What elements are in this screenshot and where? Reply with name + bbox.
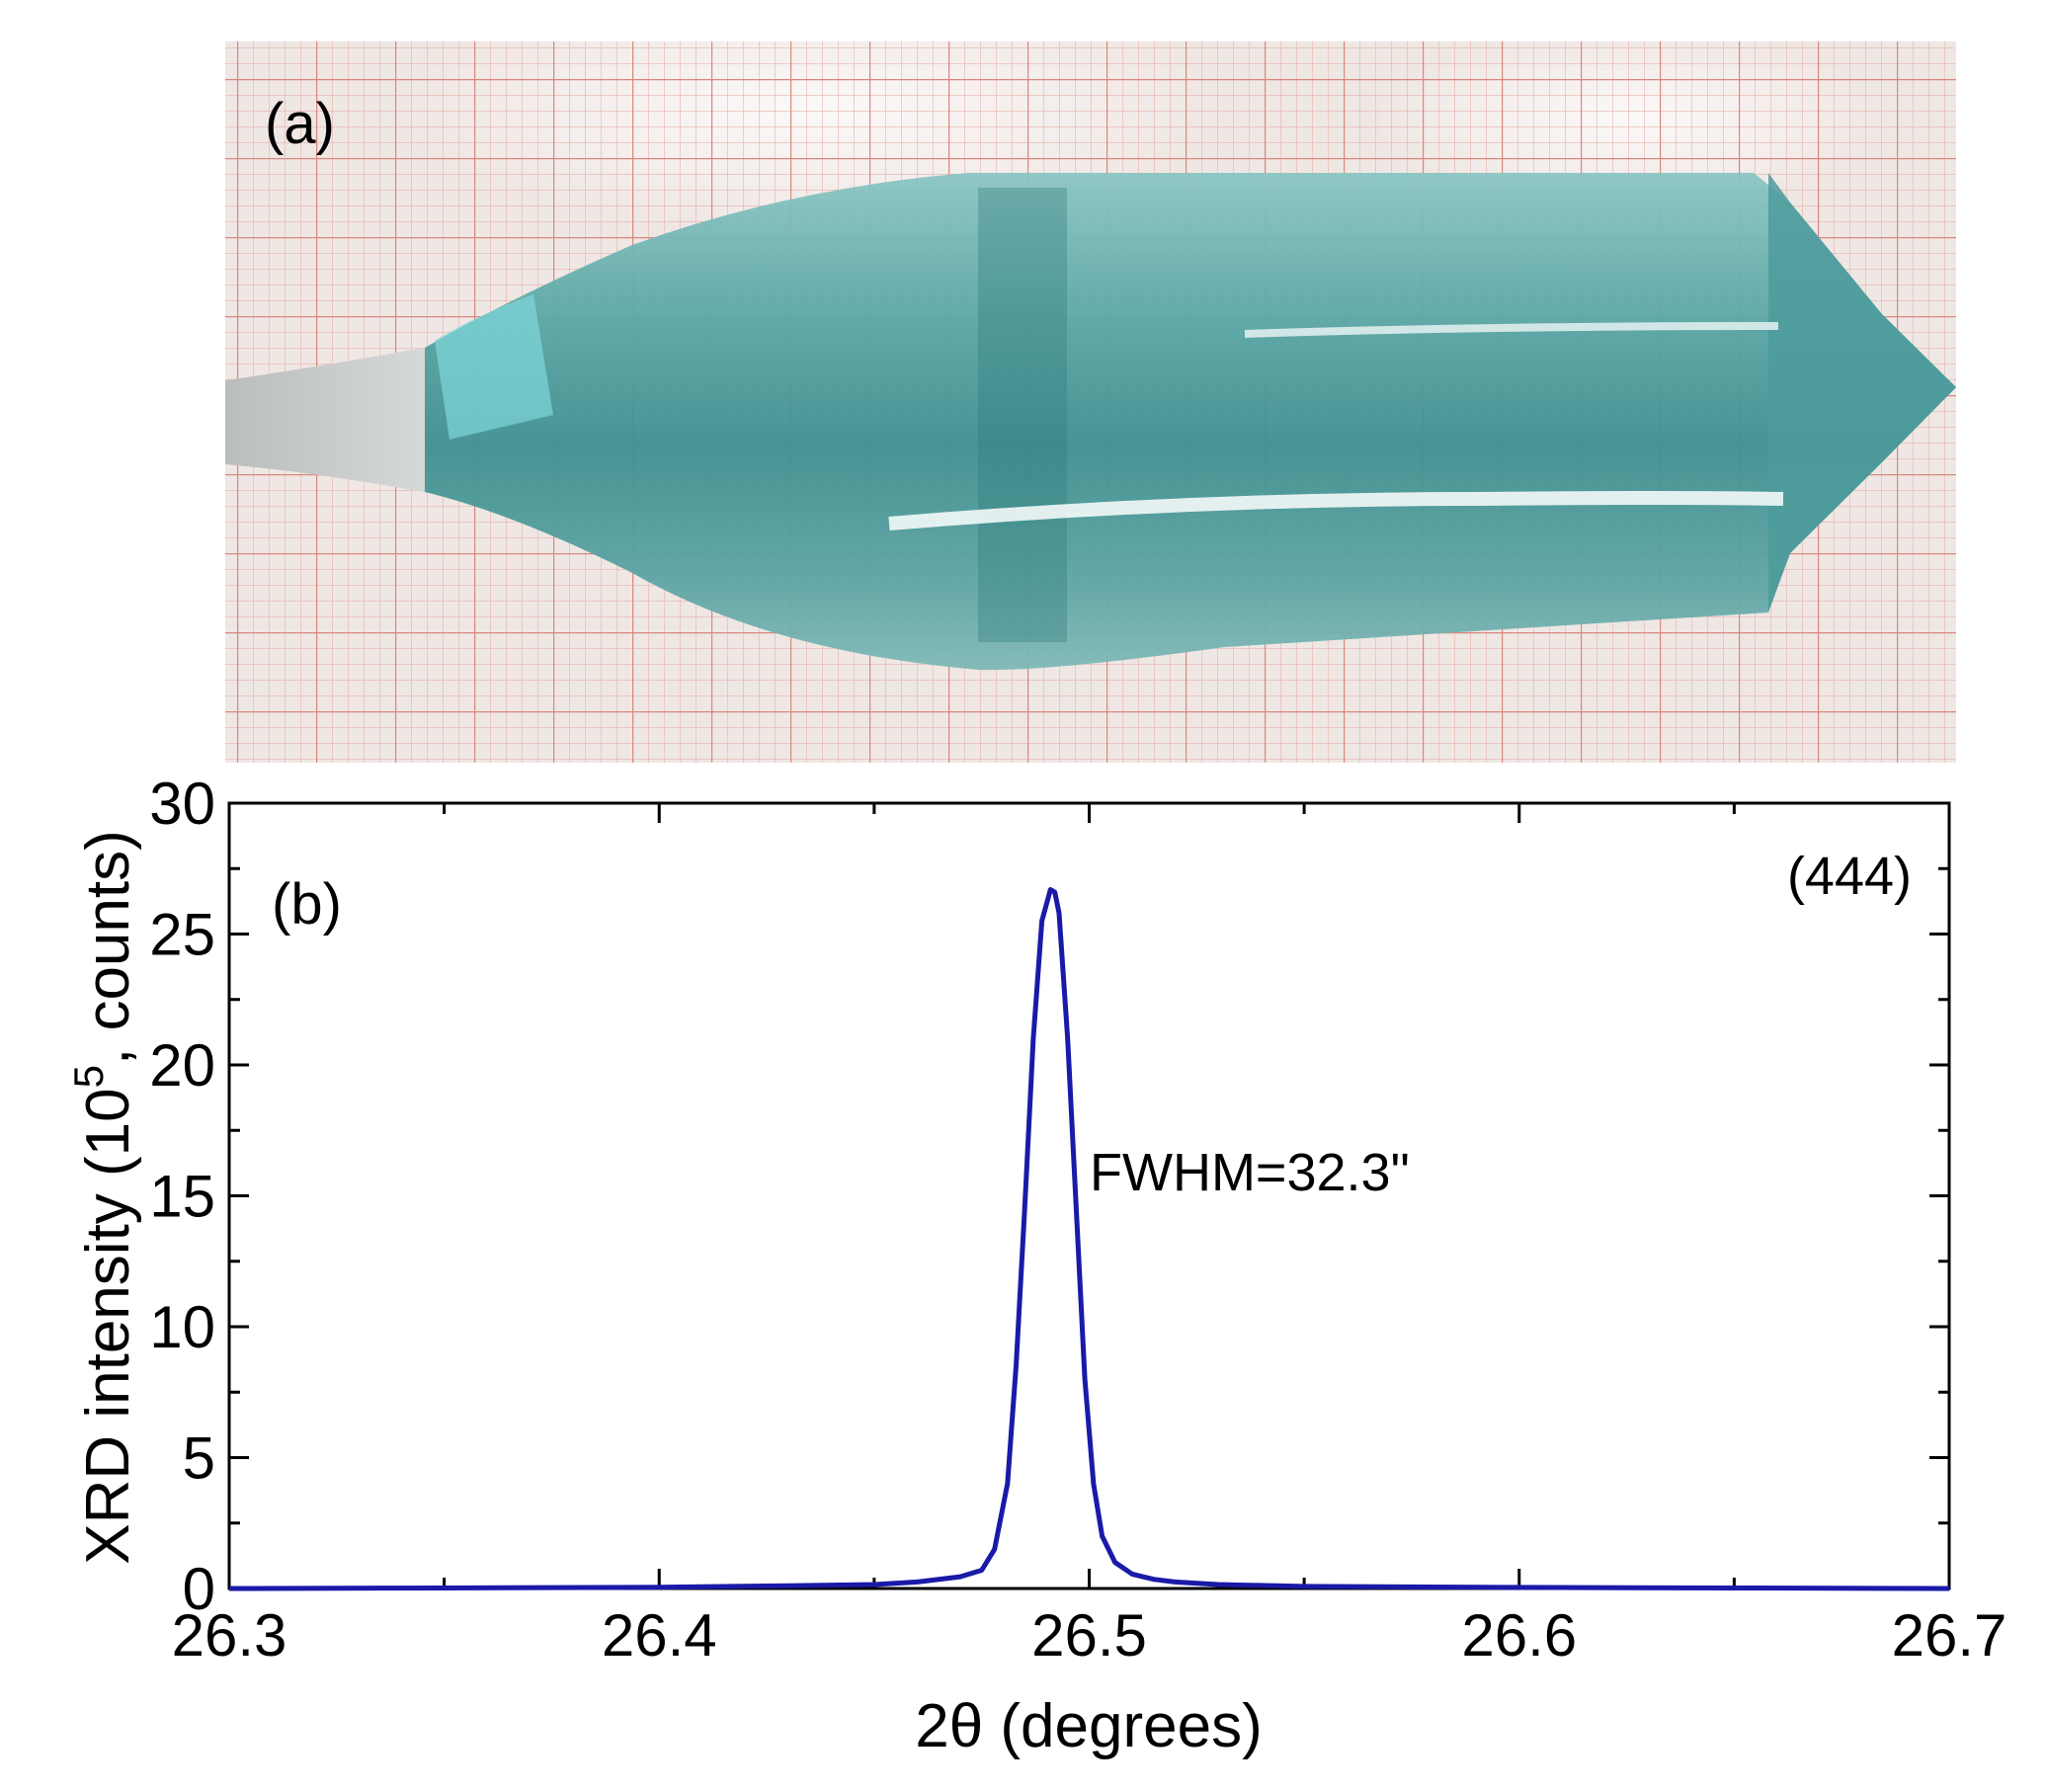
xrd-curve	[228, 887, 1950, 1591]
y-tick-label: 15	[149, 1164, 215, 1230]
y-axis-title-main: XRD intensity (10	[74, 1088, 142, 1564]
inclusion-streak-lower	[888, 491, 1784, 530]
fwhm-annotation: FWHM=32.3"	[1090, 1143, 1410, 1202]
y-tick-label: 5	[183, 1425, 215, 1492]
y-tick-label: 20	[149, 1032, 215, 1099]
crystal-photo: (a)	[225, 0, 1956, 763]
x-axis-tick-labels: 26.3 26.4 26.5 26.6 26.7	[172, 1602, 2007, 1669]
y-tick-label: 25	[149, 902, 215, 968]
crystal-shoulder-highlight	[435, 294, 553, 440]
x-tick-label: 26.4	[602, 1602, 717, 1669]
crystal-end-cone	[1768, 173, 1956, 612]
y-axis-title-exponent: 5	[65, 1065, 112, 1088]
x-tick-label: 26.5	[1031, 1602, 1147, 1669]
x-tick-label: 26.7	[1892, 1602, 2007, 1669]
y-axis-tick-labels: 0 5 10 15 20 25 30	[149, 771, 215, 1622]
inclusion-streak-upper	[1244, 322, 1779, 338]
crystal-body	[425, 173, 1956, 671]
crystal-dark-band	[978, 188, 1067, 642]
xrd-chart: 26.3 26.4 26.5 26.6 26.7 0 5 10 15 20 25 30 (b) (4…	[65, 771, 2006, 1760]
panel-b-label: (b)	[272, 872, 342, 937]
x-tick-label: 26.3	[172, 1602, 287, 1669]
y-axis-ticks	[229, 801, 1949, 1590]
y-tick-label: 30	[149, 771, 215, 837]
y-axis-title-tail: , counts)	[74, 830, 142, 1065]
reflection-label: (444)	[1787, 847, 1912, 906]
y-tick-label: 10	[149, 1294, 215, 1360]
y-axis-title: XRD intensity (105, counts)	[65, 830, 142, 1565]
x-axis-title: 2θ (degrees)	[915, 1692, 1263, 1760]
seed-rod	[225, 346, 435, 494]
panel-a-label: (a)	[265, 92, 335, 156]
x-tick-label: 26.6	[1461, 1602, 1577, 1669]
y-tick-label: 0	[183, 1556, 215, 1622]
